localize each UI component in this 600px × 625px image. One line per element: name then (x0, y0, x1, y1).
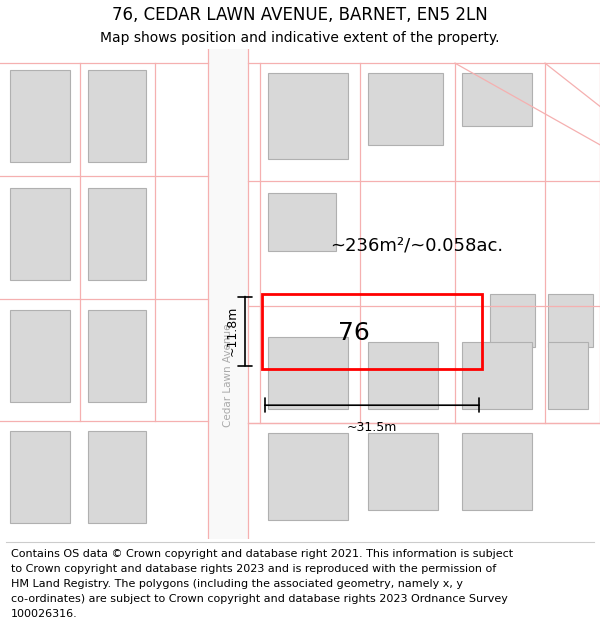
Text: 100026316.: 100026316. (11, 609, 77, 619)
Bar (268, 72, 348, 159)
Bar (10, 188, 70, 280)
Text: co-ordinates) are subject to Crown copyright and database rights 2023 Ordnance S: co-ordinates) are subject to Crown copyr… (11, 594, 508, 604)
Bar (88, 70, 146, 162)
Bar (208, 49, 248, 539)
Text: Cedar Lawn Avenue: Cedar Lawn Avenue (223, 324, 233, 427)
Bar (368, 342, 438, 409)
Text: Map shows position and indicative extent of the property.: Map shows position and indicative extent… (100, 31, 500, 45)
Text: to Crown copyright and database rights 2023 and is reproduced with the permissio: to Crown copyright and database rights 2… (11, 564, 496, 574)
Bar (88, 310, 146, 402)
Bar (88, 431, 146, 523)
Bar (10, 310, 70, 402)
Bar (262, 294, 482, 369)
Text: ~11.8m: ~11.8m (226, 306, 239, 356)
Bar (10, 431, 70, 523)
Bar (368, 433, 438, 510)
Bar (462, 433, 532, 510)
Text: HM Land Registry. The polygons (including the associated geometry, namely x, y: HM Land Registry. The polygons (includin… (11, 579, 463, 589)
Bar (462, 342, 532, 409)
Text: 76: 76 (338, 321, 370, 345)
Bar (490, 294, 535, 347)
Bar (268, 337, 348, 409)
Text: ~31.5m: ~31.5m (347, 421, 397, 434)
Bar (88, 188, 146, 280)
Bar (462, 72, 532, 126)
Text: ~236m²/~0.058ac.: ~236m²/~0.058ac. (330, 237, 503, 255)
Bar (368, 72, 443, 145)
Bar (548, 294, 593, 347)
Bar (268, 433, 348, 519)
Text: 76, CEDAR LAWN AVENUE, BARNET, EN5 2LN: 76, CEDAR LAWN AVENUE, BARNET, EN5 2LN (112, 6, 488, 24)
Bar (268, 193, 336, 251)
Bar (548, 342, 588, 409)
Text: Contains OS data © Crown copyright and database right 2021. This information is : Contains OS data © Crown copyright and d… (11, 549, 513, 559)
Bar (10, 70, 70, 162)
